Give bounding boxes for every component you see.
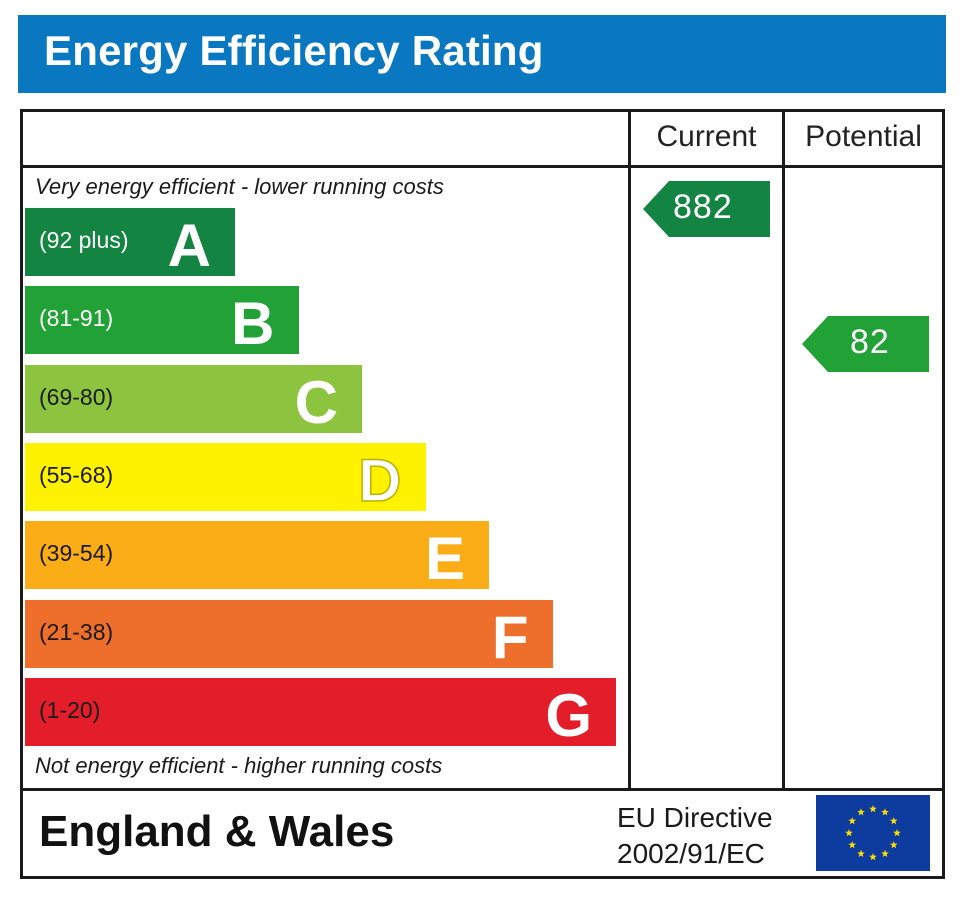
band-letter-e: E [424, 525, 465, 593]
potential-arrow-shape [802, 316, 929, 372]
band-d: (55-68) D [25, 442, 426, 515]
eu-stars [845, 805, 901, 861]
band-letter-d: D [357, 446, 402, 515]
chart-title: Energy Efficiency Rating [44, 27, 544, 74]
eu-star [848, 841, 857, 849]
band-g: (1-20) G [25, 677, 616, 749]
potential-rating-value: 82 [850, 323, 890, 361]
band-range-c: (69-80) [39, 383, 114, 410]
band-range-b: (81-91) [39, 305, 114, 332]
divider-current [628, 112, 631, 788]
region-label: England & Wales [39, 807, 395, 856]
current-arrow-shape [643, 181, 770, 237]
band-range-a: (92 plus) [39, 227, 129, 253]
eu-directive: EU Directive 2002/91/EC [617, 800, 773, 872]
band-range-g: (1-20) [39, 696, 101, 723]
band-range-e: (39-54) [39, 540, 114, 567]
note-top: Very energy efficient - lower running co… [35, 174, 444, 199]
eu-star [893, 829, 901, 837]
eu-star [848, 817, 857, 825]
eu-star [845, 829, 853, 837]
directive-line1: EU Directive [617, 802, 773, 833]
band-letter-a: A [167, 212, 211, 279]
band-letter-g: G [545, 681, 592, 749]
eu-star [857, 808, 865, 816]
directive-line2: 2002/91/EC [617, 838, 765, 869]
band-letter-c: C [294, 368, 338, 436]
eu-star [881, 808, 889, 816]
band-range-d: (55-68) [39, 461, 114, 488]
divider-potential [782, 112, 785, 788]
band-range-f: (21-38) [39, 618, 114, 645]
band-b: (81-91) B [25, 286, 299, 357]
chart-header: Energy Efficiency Rating [18, 15, 946, 93]
eu-star [881, 849, 889, 858]
eu-flag-icon [816, 795, 930, 871]
rating-frame: Current Potential Very energy efficient … [20, 109, 945, 879]
band-letter-f: F [491, 603, 529, 671]
band-a: (92 plus) A [25, 208, 235, 279]
header-divider [23, 165, 942, 168]
eu-star [889, 841, 898, 849]
note-bottom: Not energy efficient - higher running co… [35, 753, 443, 778]
eu-star [889, 817, 898, 825]
band-letter-b: B [231, 290, 275, 358]
band-e: (39-54) E [25, 521, 489, 592]
eu-star [857, 849, 865, 858]
footer-divider [23, 788, 942, 791]
band-c: (69-80) C [25, 364, 362, 436]
band-f: (21-38) F [25, 599, 553, 671]
column-current-label: Current [656, 120, 757, 153]
eu-star [869, 853, 877, 861]
column-potential-label: Potential [805, 120, 922, 153]
current-rating-value: 882 [673, 188, 733, 226]
potential-rating-marker: 82 [802, 316, 929, 372]
current-rating-marker: 882 [643, 181, 770, 237]
eu-star [869, 805, 877, 813]
